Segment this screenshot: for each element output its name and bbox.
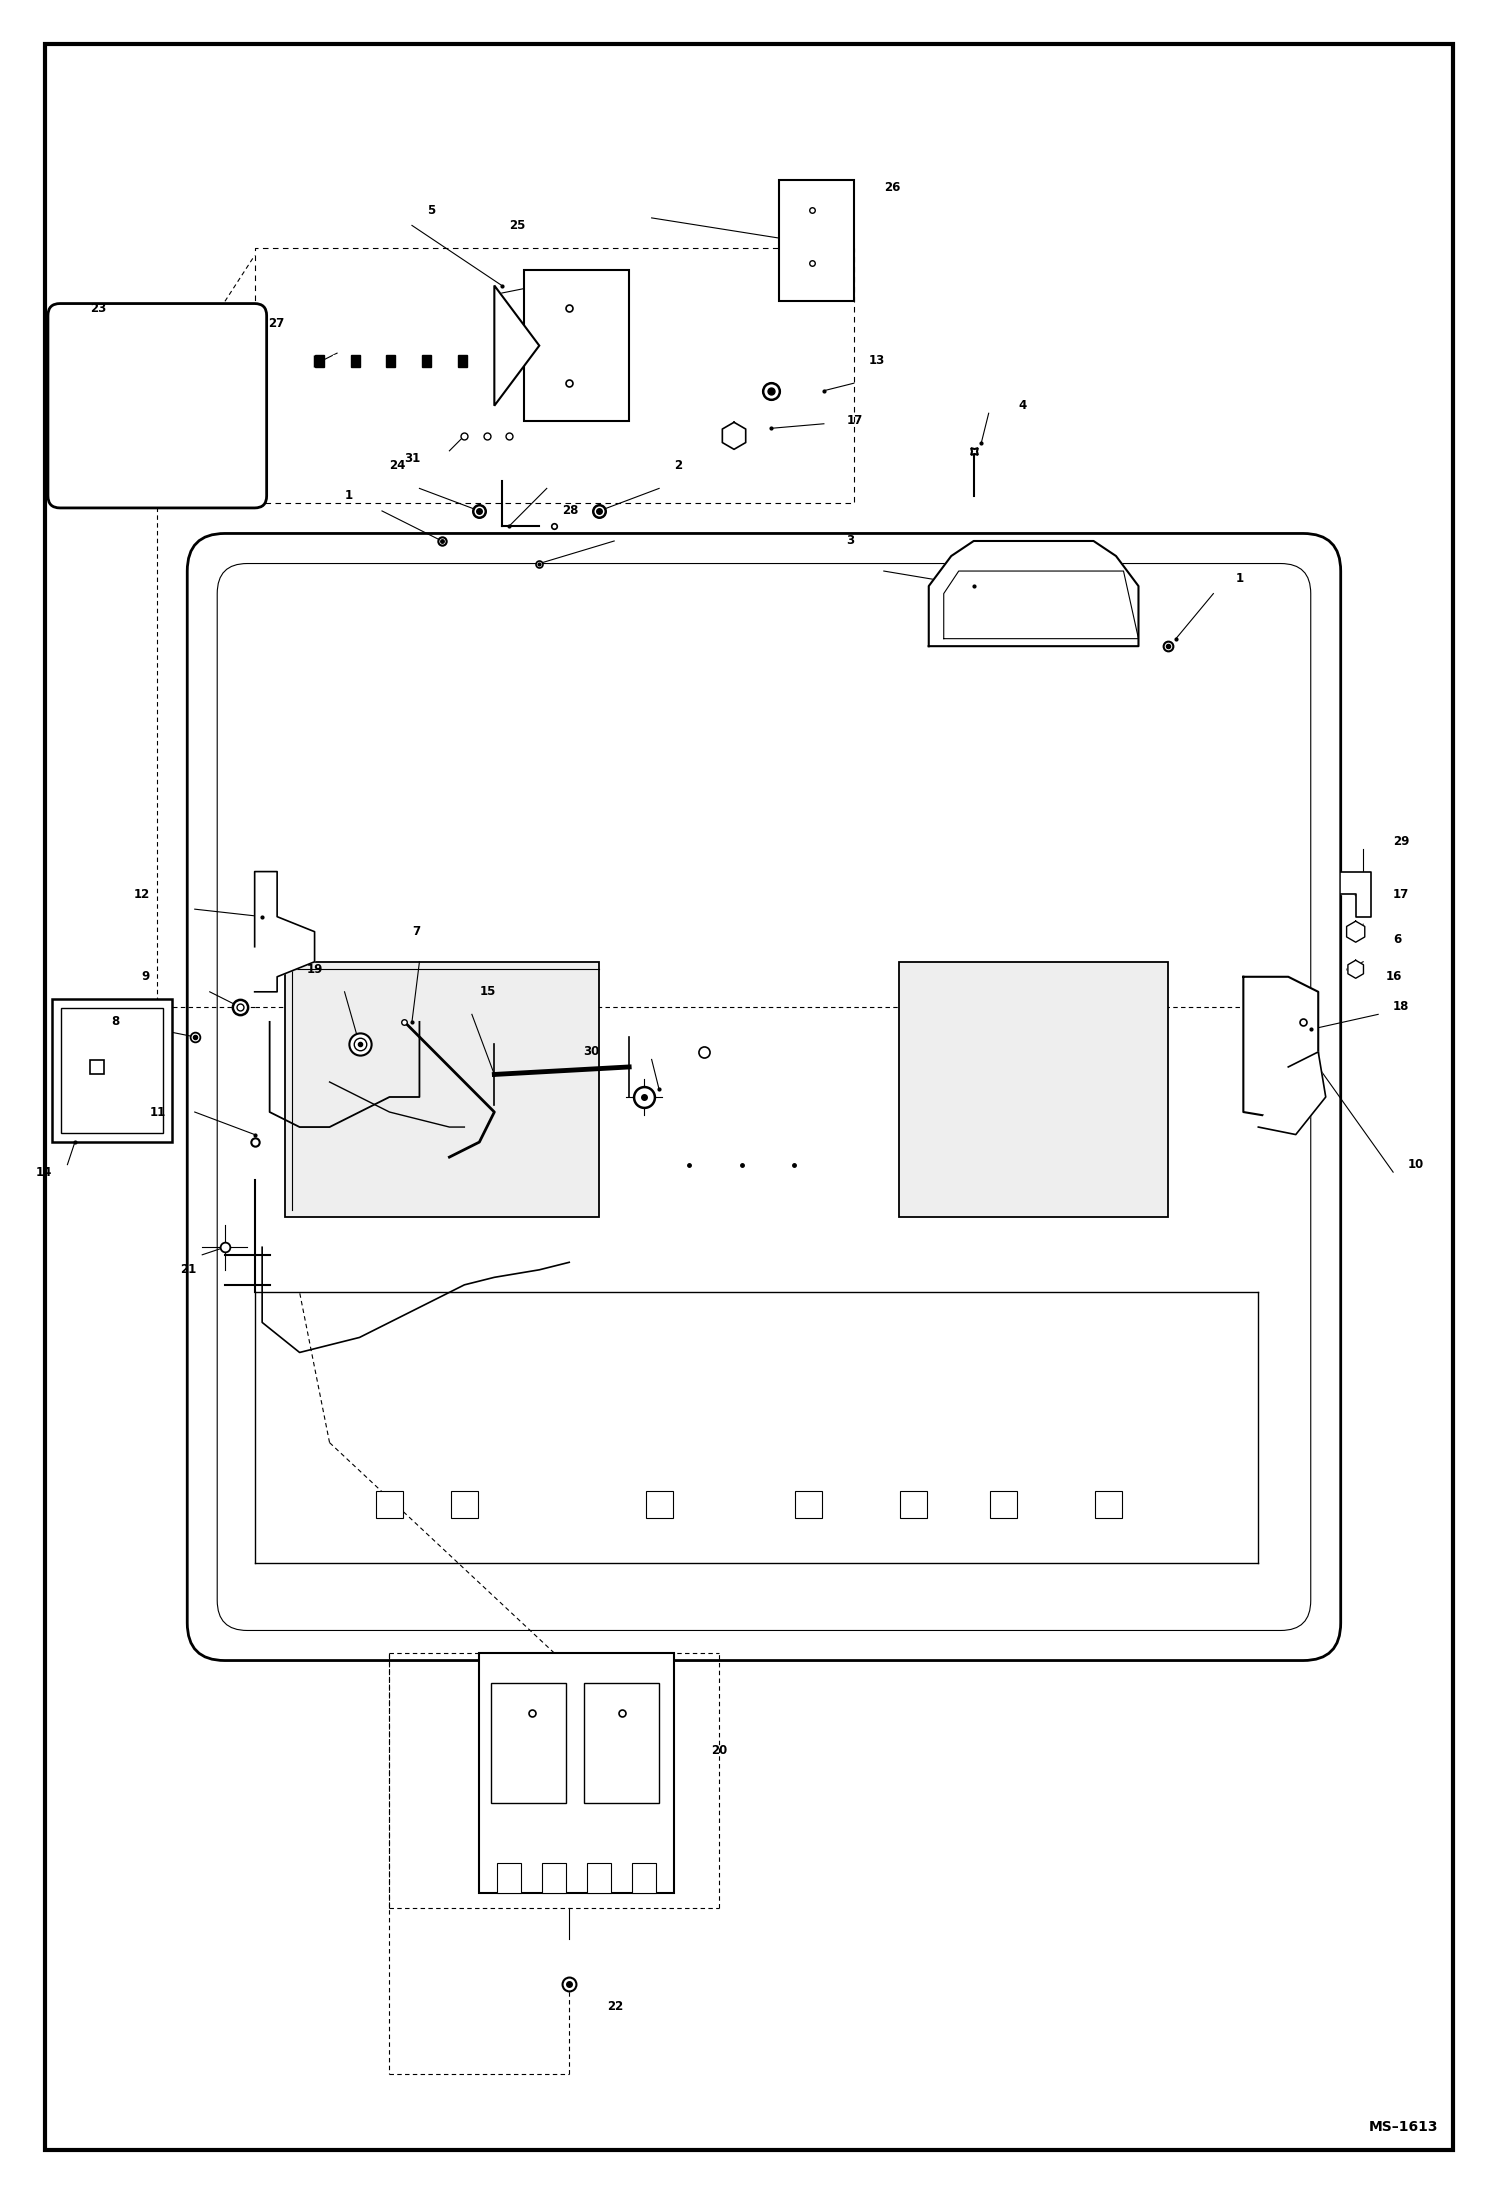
Bar (990, 1490, 1017, 1518)
Bar (795, 1490, 822, 1518)
Text: 21: 21 (180, 1264, 196, 1277)
Text: 29: 29 (1393, 836, 1410, 849)
Text: 14: 14 (36, 1165, 52, 1178)
Bar (61, 1009, 163, 1132)
Polygon shape (1258, 1051, 1326, 1134)
Polygon shape (476, 355, 485, 366)
FancyBboxPatch shape (187, 533, 1341, 1661)
Polygon shape (404, 355, 413, 366)
Polygon shape (494, 285, 539, 406)
Text: 10: 10 (1408, 1158, 1425, 1172)
Bar (479, 1652, 674, 1893)
Text: 5: 5 (427, 204, 436, 217)
Text: 2: 2 (674, 459, 682, 472)
Text: 13: 13 (869, 353, 885, 366)
Text: 24: 24 (389, 459, 406, 472)
Text: 1: 1 (345, 489, 352, 502)
Polygon shape (351, 355, 360, 366)
Polygon shape (458, 355, 467, 366)
Text: 17: 17 (846, 415, 863, 428)
Text: 19: 19 (307, 963, 324, 976)
Polygon shape (929, 542, 1138, 647)
Polygon shape (722, 421, 746, 450)
Text: 30: 30 (583, 1044, 599, 1058)
Polygon shape (255, 871, 315, 992)
Text: 7: 7 (412, 926, 419, 939)
Bar (899, 961, 1168, 1218)
Text: 3: 3 (846, 535, 854, 548)
Text: 16: 16 (1386, 970, 1402, 983)
Text: 11: 11 (150, 1106, 166, 1119)
Bar (779, 180, 854, 301)
Bar (542, 1863, 566, 1893)
Text: 28: 28 (562, 505, 578, 518)
Text: 15: 15 (479, 985, 496, 998)
Bar (524, 270, 629, 421)
Bar (1095, 1490, 1122, 1518)
Polygon shape (315, 355, 324, 366)
Text: 17: 17 (1393, 889, 1410, 900)
Text: 12: 12 (133, 889, 150, 900)
Bar (646, 1490, 673, 1518)
Text: 26: 26 (884, 182, 900, 195)
Polygon shape (1243, 976, 1318, 1119)
Bar (52, 998, 172, 1143)
Bar (587, 1863, 611, 1893)
Text: 31: 31 (404, 452, 421, 465)
Text: MS–1613: MS–1613 (1369, 2119, 1438, 2135)
Bar (584, 1683, 659, 1803)
Bar (451, 1490, 478, 1518)
Bar (376, 1490, 403, 1518)
Polygon shape (422, 355, 431, 366)
Polygon shape (1347, 921, 1365, 941)
Text: 8: 8 (111, 1016, 120, 1029)
Polygon shape (386, 355, 395, 366)
Polygon shape (440, 355, 449, 366)
Polygon shape (1348, 961, 1363, 979)
Text: 4: 4 (1019, 399, 1028, 412)
Bar (900, 1490, 927, 1518)
Text: 20: 20 (712, 1744, 728, 1757)
Polygon shape (333, 355, 342, 366)
FancyBboxPatch shape (48, 303, 267, 509)
Text: 25: 25 (509, 219, 526, 233)
Polygon shape (1341, 871, 1371, 917)
Bar (285, 961, 599, 1218)
Polygon shape (369, 355, 377, 366)
Text: 1: 1 (1236, 573, 1243, 586)
Text: 9: 9 (141, 970, 150, 983)
Text: 18: 18 (1393, 1000, 1410, 1014)
Text: 23: 23 (90, 301, 106, 314)
Bar (632, 1863, 656, 1893)
Text: 6: 6 (1393, 932, 1402, 946)
Bar (491, 1683, 566, 1803)
Text: 27: 27 (268, 316, 285, 329)
Text: 22: 22 (607, 1999, 623, 2012)
Bar (497, 1863, 521, 1893)
